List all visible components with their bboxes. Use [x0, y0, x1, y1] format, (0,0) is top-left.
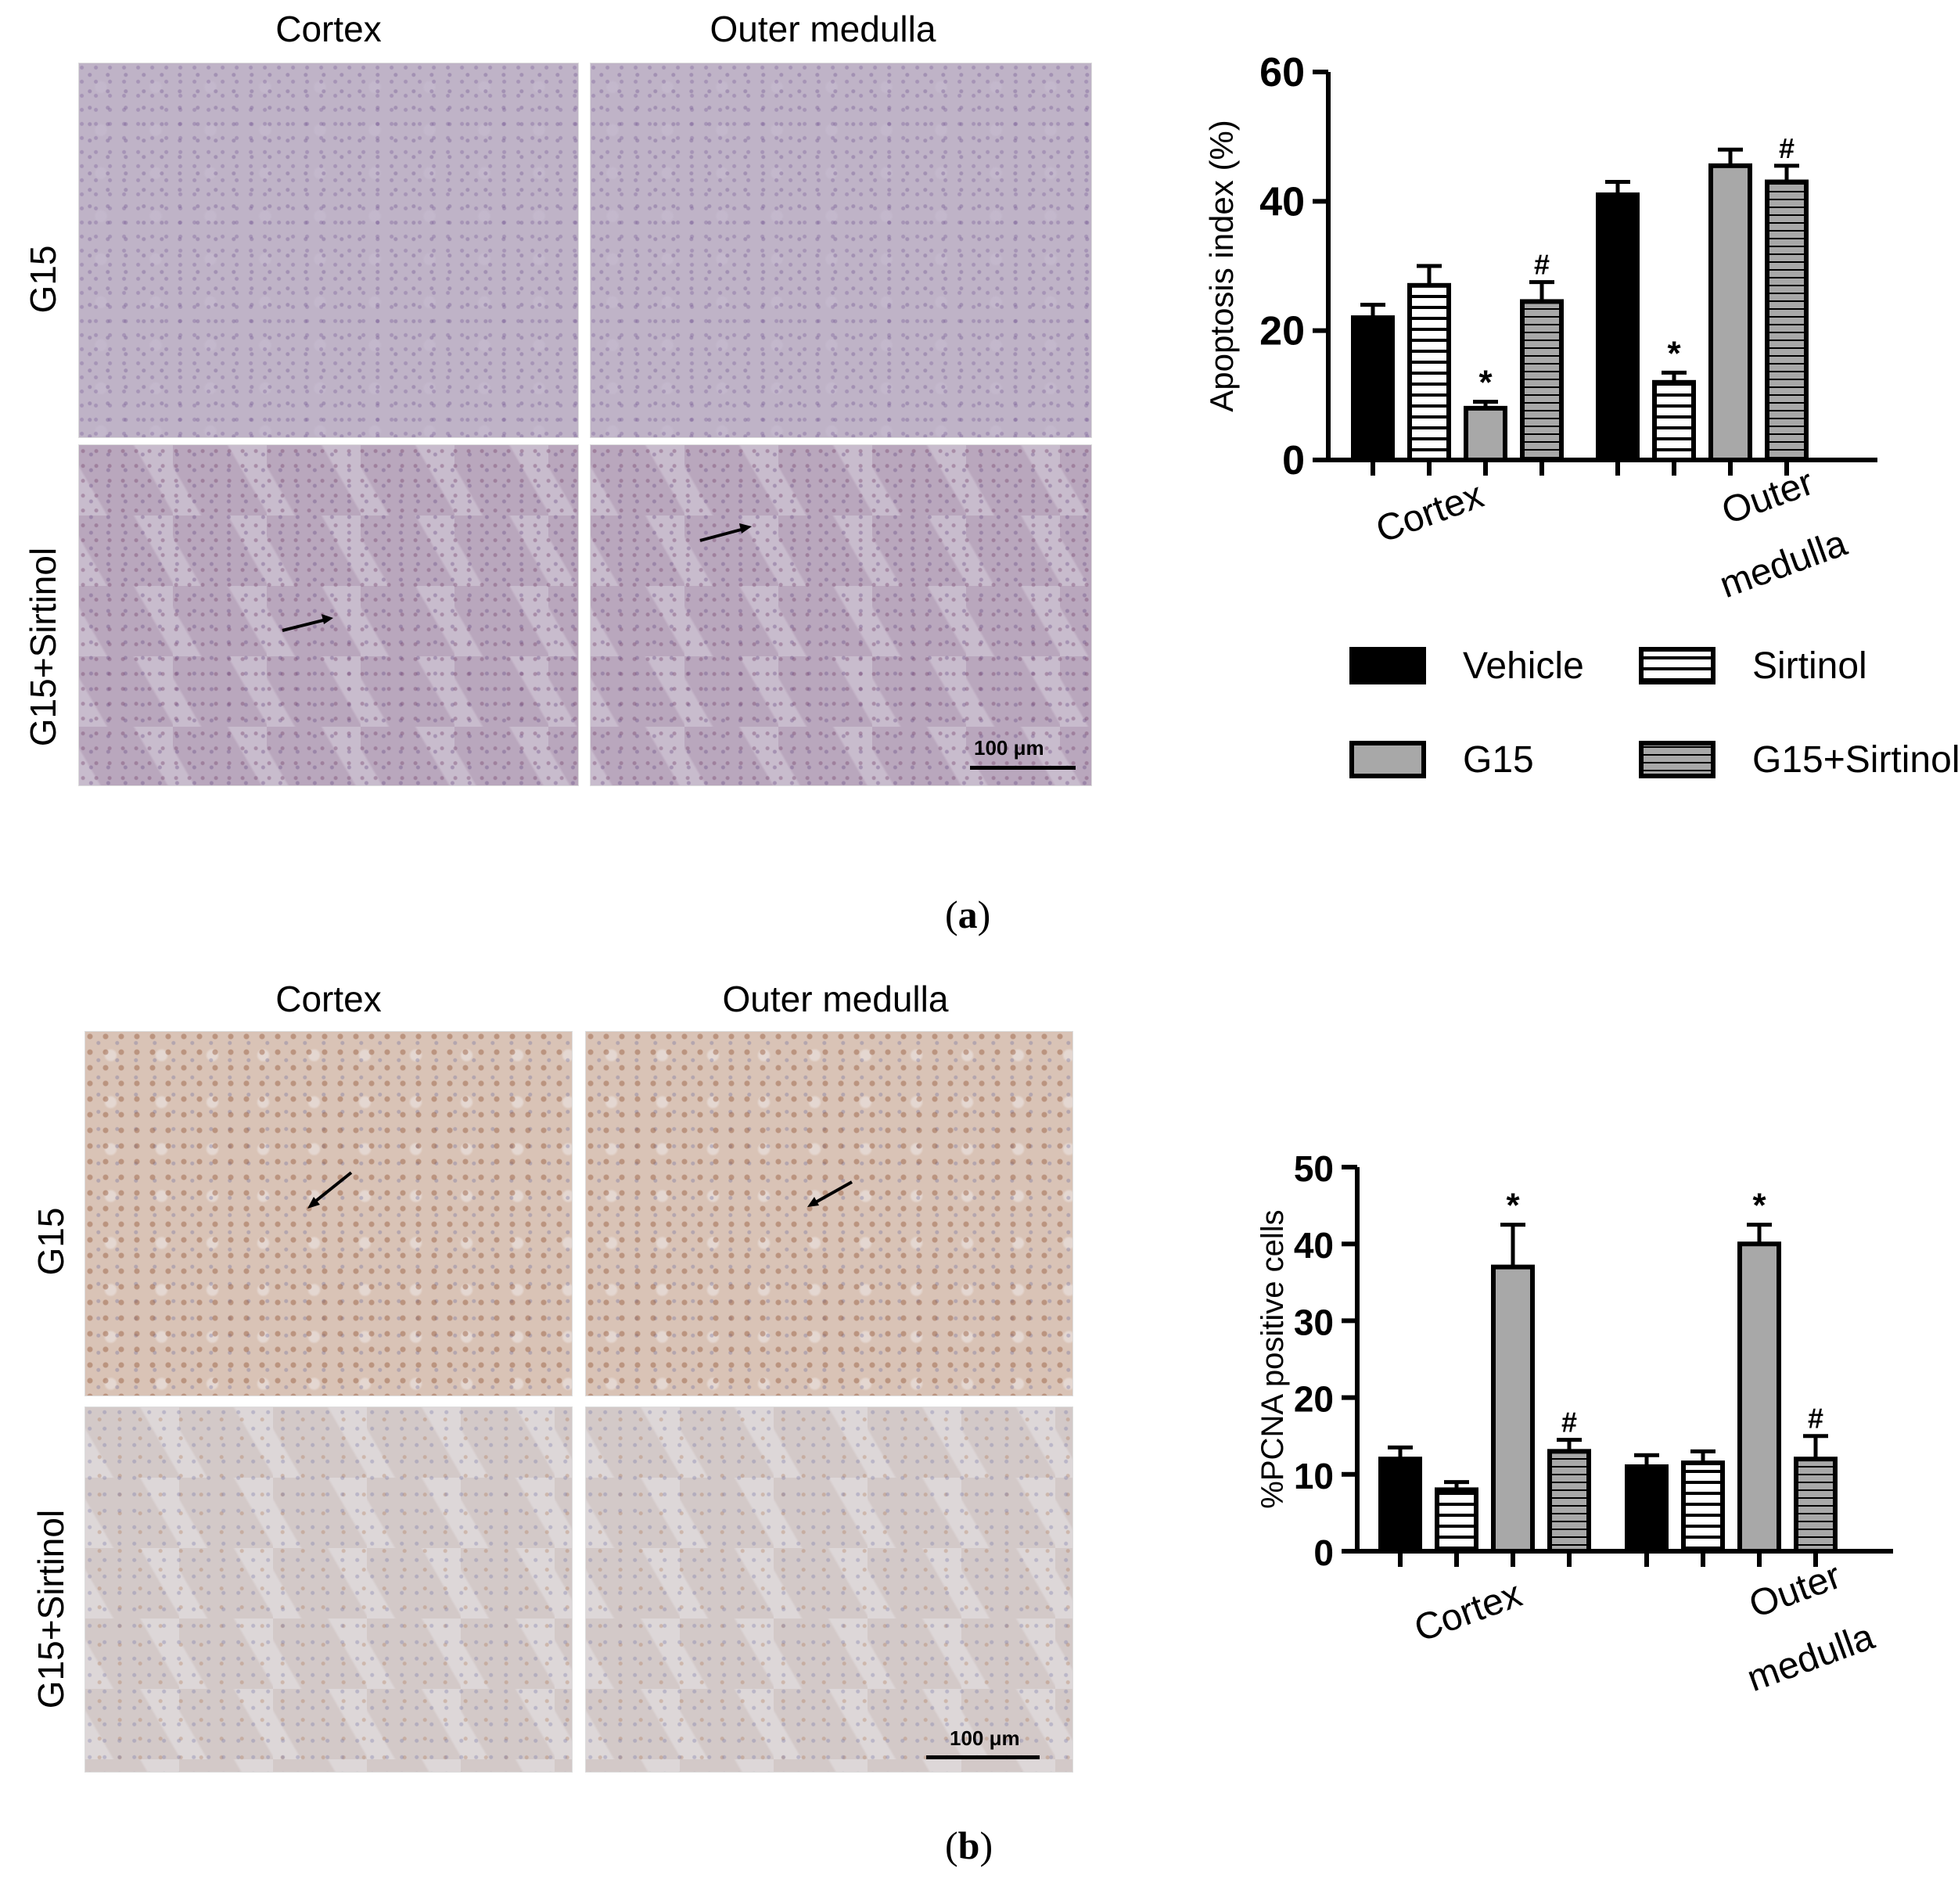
x-category-label: Cortex — [1409, 1573, 1527, 1650]
significance-mark: * — [1752, 1187, 1766, 1225]
arrow-icon — [307, 1171, 353, 1209]
micrograph-a-g15-outer-medulla — [590, 63, 1092, 438]
col-label-cortex-a: Cortex — [275, 9, 382, 49]
bar-vehicle — [1378, 1457, 1422, 1554]
caption-b-open: ( — [945, 1823, 958, 1867]
bar-vehicle — [1625, 1464, 1669, 1554]
bar-g15 — [1491, 1264, 1535, 1554]
caption-a-letter: a — [957, 893, 978, 936]
row-label-g15-b: G15 — [31, 1207, 71, 1276]
row-label-g15-sirtinol-a: G15+Sirtinol — [23, 547, 63, 747]
bar-g15-sirtinol — [1547, 1449, 1591, 1554]
significance-mark: * — [1478, 364, 1493, 402]
legend-label-sirtinol: Sirtinol — [1752, 645, 1867, 687]
micrograph-b-g15-sirtinol-outer-medulla: 100 μm — [585, 1406, 1073, 1773]
y-axis-label: Apoptosis index (%) — [1203, 120, 1240, 412]
bar-vehicle — [1351, 315, 1395, 462]
micrograph-b-g15-sirtinol-cortex — [84, 1406, 573, 1773]
arrow-icon — [807, 1180, 853, 1207]
col-label-outer-medulla-b: Outer medulla — [722, 979, 949, 1019]
legend-swatches — [1349, 647, 1715, 778]
micrograph-b-g15-cortex — [84, 1031, 573, 1396]
y-tick-label: 0 — [1313, 1532, 1334, 1573]
y-tick-label: 20 — [1294, 1379, 1334, 1420]
legend-label-g15-sirtinol: G15+Sirtinol — [1752, 739, 1958, 781]
bar-g15-sirtinol — [1794, 1457, 1838, 1554]
arrow-icon — [282, 614, 333, 632]
caption-a-close: ) — [977, 893, 991, 936]
micrograph-a-g15-sirtinol-outer-medulla: 100 μm — [590, 444, 1092, 786]
col-label-cortex-b: Cortex — [275, 979, 382, 1019]
caption-b-close: ) — [979, 1823, 993, 1867]
significance-mark: * — [1667, 334, 1681, 372]
caption-b: (b) — [945, 1823, 993, 1868]
legend-swatch-g15-sirtinol — [1639, 741, 1715, 778]
scale-bar-a — [970, 766, 1076, 770]
col-label-outer-medulla-a: Outer medulla — [710, 9, 936, 49]
caption-a: (a) — [945, 892, 990, 937]
y-tick-label: 40 — [1294, 1225, 1334, 1266]
y-axis-label: %PCNA positive cells — [1256, 1209, 1290, 1508]
micrograph-a-g15-cortex — [78, 63, 579, 438]
scale-bar-label-b: 100 μm — [950, 1726, 1020, 1750]
row-label-g15-a: G15 — [23, 245, 63, 314]
y-tick-label: 0 — [1282, 438, 1305, 483]
legend-label-vehicle: Vehicle — [1463, 645, 1584, 687]
legend-swatch-sirtinol — [1639, 647, 1715, 684]
bar-sirtinol — [1435, 1487, 1478, 1554]
pcna-chart: 0 10 20 30 40 50%PCNA positive cells * # Cortex *… — [1256, 1148, 1893, 1700]
bar-g15 — [1464, 405, 1507, 462]
scale-bar-label-a: 100 μm — [974, 736, 1044, 760]
arrow-icon — [699, 523, 752, 542]
bar-g15 — [1708, 163, 1752, 462]
bar-g15-sirtinol — [1765, 179, 1809, 463]
scale-bar-b — [926, 1755, 1040, 1759]
y-tick-label: 40 — [1259, 179, 1305, 225]
caption-a-open: ( — [945, 893, 958, 936]
significance-mark: * — [1506, 1187, 1520, 1225]
bar-sirtinol — [1652, 379, 1696, 462]
micrograph-b-g15-outer-medulla — [585, 1031, 1073, 1396]
bar-g15-sirtinol — [1520, 299, 1564, 463]
significance-mark: # — [1534, 249, 1550, 281]
y-tick-label: 30 — [1294, 1302, 1334, 1342]
significance-mark: # — [1808, 1403, 1823, 1435]
y-tick-label: 50 — [1294, 1148, 1334, 1189]
bar-sirtinol — [1681, 1460, 1725, 1554]
significance-mark: # — [1561, 1406, 1577, 1439]
y-tick-label: 10 — [1294, 1456, 1334, 1496]
caption-b-letter: b — [957, 1823, 980, 1867]
legend: Vehicle Sirtinol G15 G15+Sirtinol — [1345, 641, 1958, 798]
x-category-label: medulla — [1742, 1616, 1880, 1700]
row-label-g15-sirtinol-b: G15+Sirtinol — [31, 1509, 71, 1709]
micrograph-a-g15-sirtinol-cortex — [78, 444, 579, 786]
bar-sirtinol — [1407, 282, 1451, 462]
legend-swatch-g15 — [1349, 741, 1426, 778]
legend-label-g15: G15 — [1463, 739, 1534, 781]
bar-g15 — [1737, 1241, 1781, 1554]
y-tick-label: 60 — [1259, 50, 1305, 95]
x-category-label: Cortex — [1371, 474, 1489, 551]
y-tick-label: 20 — [1259, 309, 1305, 354]
significance-mark: # — [1779, 132, 1795, 164]
x-category-label: medulla — [1715, 523, 1852, 606]
bar-vehicle — [1596, 192, 1640, 462]
legend-swatch-vehicle — [1349, 647, 1426, 684]
